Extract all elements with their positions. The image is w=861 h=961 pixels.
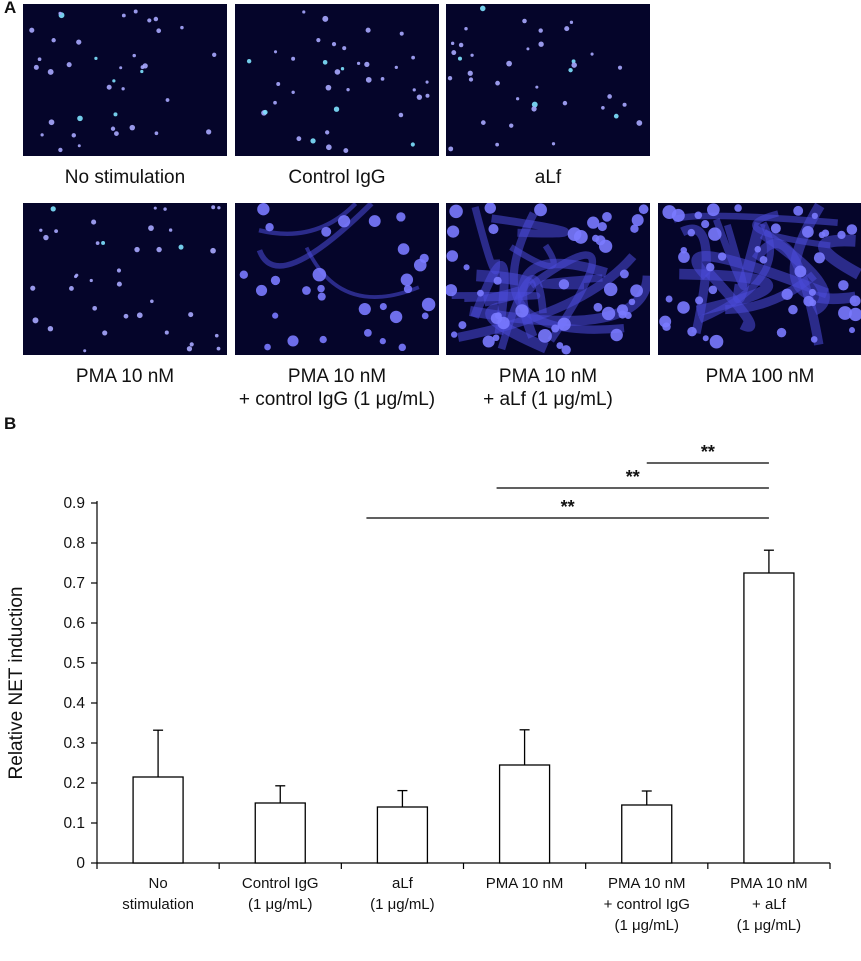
significance-label: **	[561, 497, 575, 517]
y-tick-label: 0.6	[63, 615, 85, 632]
x-category-label: PMA 10 nM + aLf (1 μg/mL)	[730, 875, 808, 934]
caption-line: PMA 100 nM	[705, 366, 815, 387]
bar	[376, 806, 429, 864]
micrograph-caption-1: No stimulation	[5, 166, 245, 189]
micrograph-5	[235, 203, 439, 355]
y-tick-label: 0.9	[63, 495, 85, 512]
caption-line: + aLf (1 μg/mL)	[483, 389, 613, 410]
bar	[132, 776, 184, 864]
caption-line: + control IgG (1 μg/mL)	[238, 389, 436, 410]
y-axis-label: Relative NET induction	[6, 587, 27, 780]
micrograph-2	[235, 4, 439, 156]
micrograph-caption-5: PMA 10 nM + control IgG (1 μg/mL)	[217, 365, 457, 411]
caption-line: No stimulation	[64, 167, 186, 188]
micrograph-7	[658, 203, 861, 355]
bar-chart: 0 0.1 0.2 0.3 0.4 0.5 0.6 0.7 0.8 0.9 Relative NET…	[6, 442, 831, 934]
panel-a-label: A	[4, 0, 17, 17]
caption-line: Control IgG	[288, 167, 386, 188]
x-category-label: aLf (1 μg/mL)	[370, 875, 435, 913]
micrograph-caption-3: aLf	[428, 166, 668, 189]
caption-line: PMA 10 nM	[287, 366, 387, 387]
significance-label: **	[626, 467, 640, 487]
caption-line: PMA 10 nM	[75, 366, 175, 387]
bar	[621, 804, 673, 864]
x-category-label: Control IgG (1 μg/mL)	[242, 875, 319, 913]
micrograph-caption-7: PMA 100 nM	[640, 365, 861, 388]
micrograph-caption-4: PMA 10 nM	[5, 365, 245, 388]
x-category-label: No stimulation	[122, 875, 194, 913]
micrograph-1	[23, 4, 227, 156]
micrograph-caption-6: PMA 10 nM + aLf (1 μg/mL)	[428, 365, 668, 411]
x-category-label: PMA 10 nM	[486, 875, 564, 892]
y-tick-label: 0	[76, 855, 85, 872]
x-category-label: PMA 10 nM + control IgG (1 μg/mL)	[604, 875, 690, 934]
micrograph-4	[23, 203, 227, 355]
bar	[254, 802, 306, 864]
y-tick-label: 0.8	[63, 535, 85, 552]
micrograph-3	[446, 4, 650, 156]
y-tick-label: 0.4	[63, 695, 85, 712]
micrograph-caption-2: Control IgG	[217, 166, 457, 189]
caption-line: aLf	[534, 167, 562, 188]
y-tick-label: 0.2	[63, 775, 85, 792]
caption-line: PMA 10 nM	[498, 366, 598, 387]
micrograph-6	[446, 203, 650, 355]
y-tick-label: 0.7	[63, 575, 85, 592]
bar	[743, 572, 795, 864]
panel-b-label: B	[4, 414, 17, 433]
y-tick-label: 0.3	[63, 735, 85, 752]
y-tick-label: 0.1	[63, 815, 85, 832]
y-tick-label: 0.5	[63, 655, 85, 672]
significance-label: **	[701, 442, 715, 462]
bar	[498, 764, 551, 864]
